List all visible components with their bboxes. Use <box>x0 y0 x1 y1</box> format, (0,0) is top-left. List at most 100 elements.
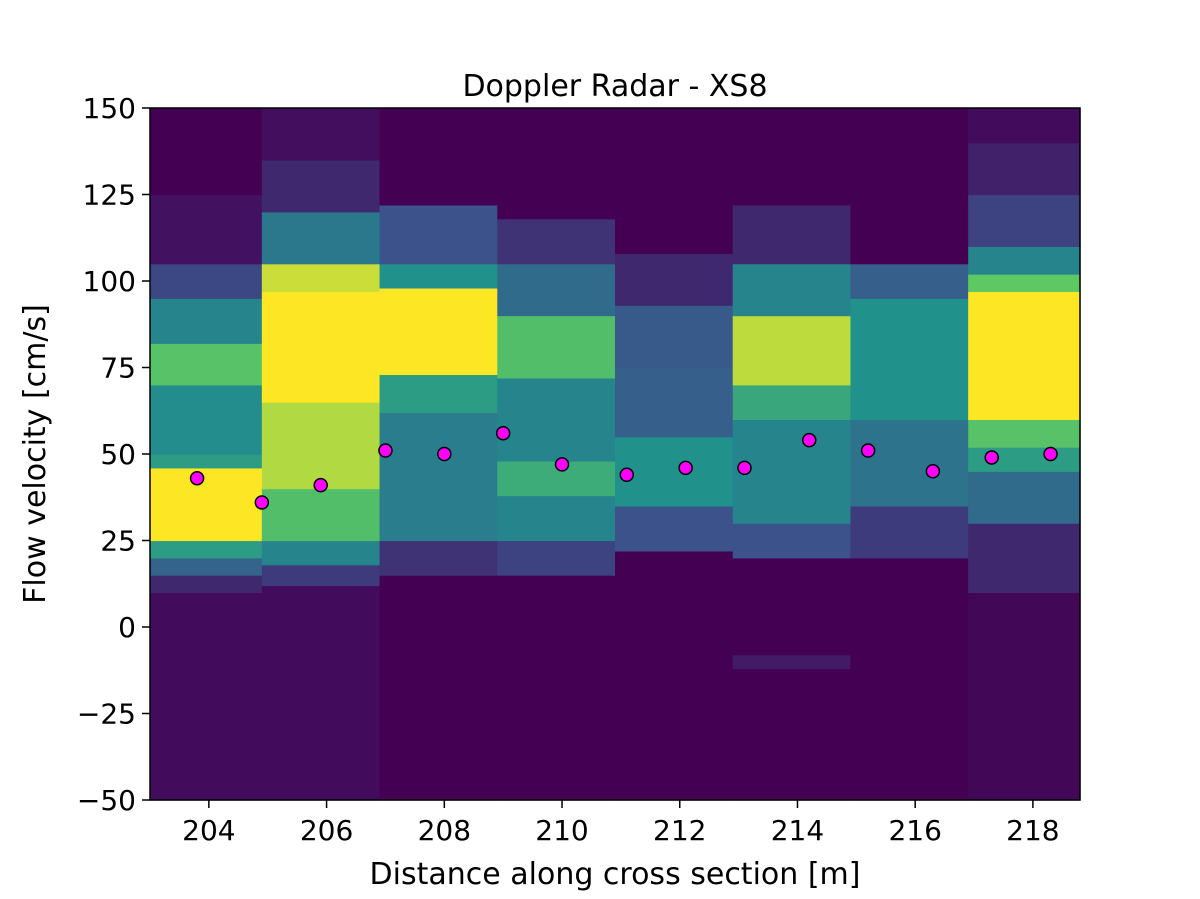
x-tick-label: 210 <box>535 814 588 847</box>
heatmap-cell <box>497 495 616 542</box>
x-tick-label: 216 <box>888 814 941 847</box>
heatmap-cell <box>150 108 263 196</box>
y-tick-label: −25 <box>77 698 136 731</box>
heatmap-cell <box>261 488 381 542</box>
heatmap-cell <box>732 557 852 656</box>
heatmap-cell <box>261 211 381 265</box>
heatmap-cell <box>379 263 498 289</box>
x-tick-label: 206 <box>300 814 353 847</box>
heatmap-cell <box>379 412 498 542</box>
heatmap-cell <box>150 467 263 542</box>
y-tick-label: 150 <box>83 92 136 125</box>
heatmap-column <box>968 108 1081 801</box>
heatmap-cell <box>261 540 381 566</box>
heatmap-cell <box>379 374 498 414</box>
heatmap-cell <box>261 402 381 490</box>
heatmap-cell <box>732 654 852 670</box>
heatmap-cell <box>850 419 969 507</box>
heatmap-cell <box>150 298 263 344</box>
velocity-point <box>1043 446 1058 462</box>
heatmap-cell <box>150 454 263 469</box>
x-tick-label: 218 <box>1006 814 1059 847</box>
heatmap-cell <box>850 263 969 299</box>
heatmap-cell <box>850 505 969 559</box>
heatmap-cell <box>497 263 616 317</box>
heatmap-cell <box>968 523 1081 593</box>
y-axis-title: Flow velocity [cm/s] <box>18 304 53 604</box>
heatmap-cell <box>968 291 1081 420</box>
velocity-point <box>984 450 999 465</box>
heatmap-cell <box>968 108 1081 144</box>
heatmap-cell <box>968 419 1081 448</box>
heatmap-cell <box>150 592 263 801</box>
heatmap-cell <box>497 377 616 462</box>
heatmap-column <box>379 108 498 801</box>
heatmap-cell <box>615 253 734 306</box>
heatmap-cell <box>732 419 852 524</box>
y-tick-label: 125 <box>83 179 136 212</box>
heatmap-column <box>732 108 852 801</box>
x-tick-label: 214 <box>771 814 824 847</box>
heatmap-cell <box>968 274 1081 292</box>
heatmap-cell <box>497 315 616 379</box>
heatmap-cell <box>615 305 734 369</box>
heatmap-cell <box>732 523 852 559</box>
heatmap-cell <box>732 668 852 801</box>
heatmap-cell <box>497 108 616 220</box>
heatmap-cell <box>379 575 498 801</box>
heatmap-cell <box>150 384 263 455</box>
heatmap-column <box>615 108 734 801</box>
heatmap-cell <box>379 287 498 376</box>
axis-ticks: 204 206 208 210 212 214 216 218 −50 −25 0 25 50 75 100… <box>77 92 1060 847</box>
velocity-point <box>678 460 693 476</box>
heatmap-cell <box>497 540 616 576</box>
heatmap-layer <box>150 108 1081 801</box>
heatmap-cell <box>615 367 734 438</box>
heatmap-cell <box>261 263 381 292</box>
x-tick-label: 204 <box>182 814 235 847</box>
heatmap-cell <box>615 436 734 507</box>
heatmap-cell <box>261 291 381 403</box>
y-tick-label: −50 <box>77 784 136 817</box>
heatmap-cell <box>968 471 1081 524</box>
heatmap-cell <box>732 263 852 317</box>
heatmap-column <box>850 108 969 801</box>
y-tick-label: 75 <box>100 352 136 385</box>
velocity-point <box>737 460 752 476</box>
velocity-point <box>619 467 635 483</box>
heatmap-cell <box>732 315 852 386</box>
heatmap-cell <box>150 575 263 593</box>
y-tick-label: 0 <box>118 611 136 644</box>
x-tick-label: 208 <box>418 814 471 847</box>
heatmap-cell <box>150 557 263 576</box>
heatmap-cell <box>261 585 381 801</box>
heatmap-cell <box>261 108 381 161</box>
heatmap-cell <box>261 564 381 587</box>
heatmap-cell <box>850 108 969 265</box>
velocity-point <box>925 464 941 479</box>
heatmap-cell <box>968 194 1081 247</box>
heatmap-column <box>150 108 263 801</box>
heatmap-cell <box>732 384 852 420</box>
heatmap-cell <box>379 108 498 206</box>
velocity-point <box>495 425 511 441</box>
velocity-point <box>189 470 205 486</box>
x-tick-label: 212 <box>653 814 706 847</box>
heatmap-cell <box>968 246 1081 275</box>
y-tick-label: 50 <box>100 438 136 471</box>
heatmap-cell <box>850 557 969 801</box>
velocity-point <box>254 495 270 510</box>
heatmap-cell <box>615 550 734 801</box>
heatmap-column <box>497 108 616 801</box>
heatmap-cell <box>732 204 852 265</box>
heatmap-cell <box>850 298 969 420</box>
velocity-point <box>378 443 393 458</box>
chart-title: Doppler Radar - XS8 <box>462 69 767 104</box>
velocity-point <box>554 457 570 472</box>
heatmap-cell <box>615 108 734 254</box>
x-axis-title: Distance along cross section [m] <box>370 857 861 892</box>
y-tick-label: 25 <box>100 525 136 558</box>
velocity-point <box>860 443 876 458</box>
